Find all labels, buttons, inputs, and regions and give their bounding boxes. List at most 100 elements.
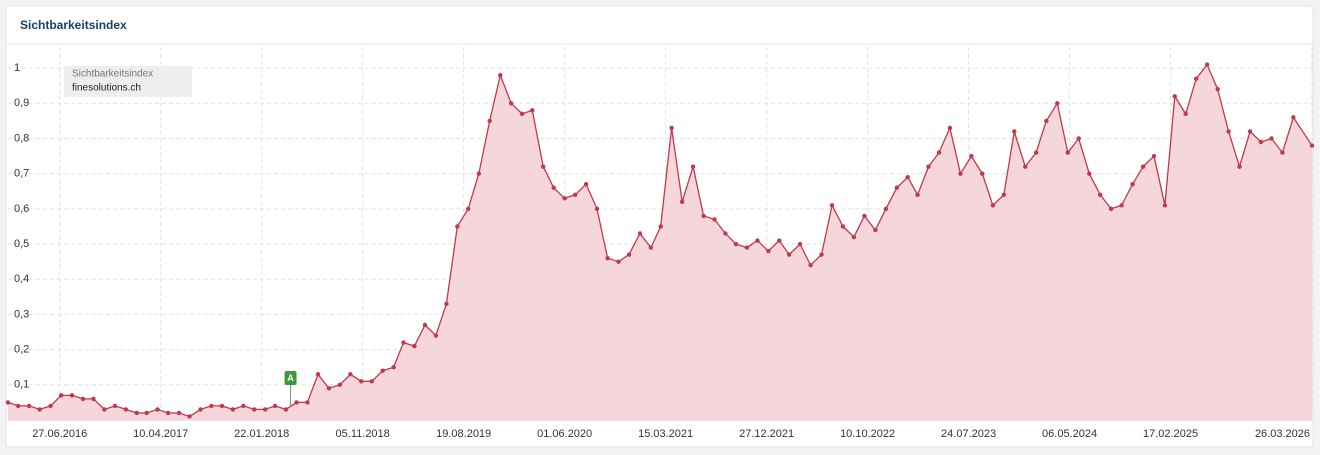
data-point (1215, 87, 1220, 92)
data-point (48, 403, 53, 409)
data-point (808, 262, 813, 268)
data-point (187, 414, 192, 419)
chart-title: Sichtbarkeitsindex (20, 18, 127, 32)
y-tick-label: 0,9 (14, 97, 29, 109)
x-tick-label: 10.04.2017 (133, 428, 188, 440)
legend-box (64, 66, 192, 97)
y-tick-label: 0,7 (14, 168, 29, 180)
x-tick-label: 26.03.2026 (1255, 428, 1310, 440)
data-point (947, 125, 953, 131)
data-point (1087, 171, 1092, 176)
data-point (819, 252, 824, 257)
data-point (1204, 62, 1210, 67)
data-point (337, 382, 343, 388)
x-tick-label: 24.07.2023 (941, 428, 996, 440)
data-point (551, 185, 556, 190)
data-point (112, 403, 118, 409)
data-point (165, 410, 171, 416)
data-point (305, 400, 310, 405)
data-point (466, 206, 471, 212)
data-point (241, 403, 246, 409)
data-point (455, 224, 460, 229)
data-point (840, 224, 846, 229)
y-tick-label: 0,2 (14, 344, 29, 356)
data-point (230, 407, 236, 412)
data-point (1172, 94, 1177, 99)
data-point (1151, 153, 1157, 159)
data-point (155, 407, 160, 412)
data-point (573, 192, 578, 197)
data-point (894, 185, 900, 190)
data-point (37, 407, 42, 412)
data-point (1097, 192, 1103, 197)
data-point (1065, 150, 1071, 155)
data-point (1119, 203, 1124, 208)
data-point (1237, 164, 1242, 169)
data-point (562, 196, 567, 201)
data-point (80, 396, 86, 402)
data-point (1247, 129, 1253, 134)
data-point (1012, 129, 1017, 134)
x-tick-label: 10.10.2022 (840, 428, 895, 440)
data-point (1280, 150, 1285, 155)
data-point (829, 203, 835, 208)
data-point (679, 199, 685, 205)
data-point (91, 396, 96, 402)
data-point (326, 386, 332, 391)
data-point (16, 403, 21, 409)
data-point (658, 224, 663, 229)
data-point (508, 101, 514, 106)
y-tick-label: 0,6 (14, 203, 29, 215)
data-point (476, 171, 481, 176)
x-tick-label: 15.03.2021 (638, 428, 693, 440)
data-point (594, 206, 600, 212)
data-point (905, 174, 910, 180)
x-tick-label: 06.05.2024 (1042, 428, 1097, 440)
data-point (936, 150, 942, 155)
data-point (1140, 164, 1146, 169)
data-point (401, 340, 406, 345)
data-point (540, 164, 546, 169)
data-point (1130, 182, 1135, 187)
x-tick-label: 01.06.2020 (537, 428, 592, 440)
data-point (422, 322, 428, 328)
x-tick-label: 19.08.2019 (436, 428, 491, 440)
data-point (530, 108, 535, 113)
annotation-label: A (287, 373, 294, 383)
data-point (626, 252, 632, 257)
data-point (744, 245, 750, 250)
y-tick-label: 0,8 (14, 132, 29, 144)
data-point (851, 234, 857, 240)
data-point (1108, 206, 1114, 212)
data-point (58, 393, 64, 398)
data-point (980, 171, 985, 176)
data-point (1001, 192, 1006, 197)
data-point (1291, 115, 1296, 120)
data-point (369, 379, 375, 384)
y-tick-label: 0,4 (14, 273, 29, 285)
y-tick-label: 0,3 (14, 308, 29, 320)
data-point (315, 372, 321, 377)
x-tick-label: 27.12.2021 (739, 428, 794, 440)
data-point (1194, 76, 1199, 81)
data-point (1309, 143, 1315, 148)
data-point (198, 407, 203, 412)
data-point (1055, 101, 1060, 106)
data-point (519, 111, 525, 117)
y-tick-label: 0,1 (14, 379, 29, 391)
data-point (712, 217, 717, 222)
data-point (1023, 164, 1028, 169)
area (8, 64, 1312, 420)
data-point (755, 238, 760, 243)
data-point (272, 403, 278, 409)
data-point (123, 407, 129, 412)
legend-entry: finesolutions.ch (72, 83, 141, 94)
data-point (766, 248, 771, 254)
data-point (1162, 203, 1168, 208)
data-point (583, 182, 589, 187)
data-point (777, 238, 782, 243)
data-point (26, 403, 32, 409)
data-point (862, 213, 867, 219)
data-point (348, 372, 353, 377)
data-point (958, 171, 963, 176)
